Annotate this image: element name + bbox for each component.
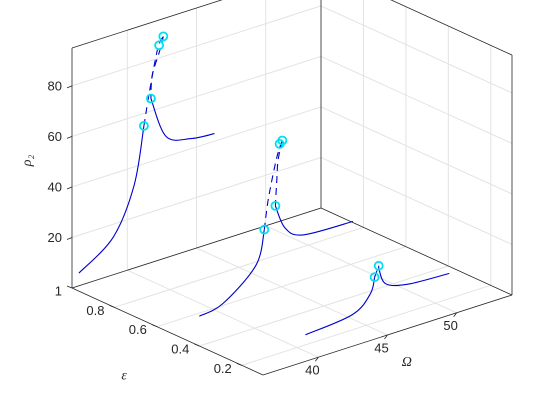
grid-line: [199, 265, 449, 347]
fold-point-marker: [259, 224, 270, 235]
y-tick-label: 0.8: [86, 303, 104, 318]
stable-branch-left: [78, 125, 145, 274]
grid-line: [320, 55, 513, 144]
y-tick: [236, 362, 242, 366]
z-tick-label: 20: [48, 230, 62, 245]
grid-line: [71, 106, 322, 188]
fold-point-marker: [369, 272, 380, 283]
fold-point-marker: [373, 260, 384, 271]
fold-point-marker: [270, 200, 281, 211]
stable-branch-left: [199, 229, 265, 317]
z-tick-label: 40: [48, 179, 62, 194]
y-tick: [66, 285, 73, 289]
fold-point-marker: [154, 40, 165, 51]
y-tick: [109, 304, 115, 308]
z-tick: [66, 237, 73, 240]
z-tick-label: 80: [48, 78, 62, 93]
y-tick-label: 0.4: [171, 341, 189, 356]
stable-branch-left: [305, 277, 376, 336]
z-tick: [66, 186, 73, 190]
y-tick-label: 0.2: [214, 361, 232, 376]
z-tick: [66, 85, 73, 89]
x-tick: [384, 334, 388, 340]
stable-branch-right: [378, 268, 450, 287]
axis-edge: [71, 0, 223, 49]
grid-line: [71, 156, 322, 238]
grid-line: [71, 5, 322, 87]
grid-line: [71, 55, 322, 137]
x-tick-label: 45: [374, 340, 388, 355]
grid-line: [241, 284, 491, 366]
fold-point-marker: [138, 121, 149, 131]
x-tick-label: 50: [443, 318, 457, 333]
grid-line: [114, 226, 364, 308]
grid-line: [265, 225, 457, 314]
y-tick: [151, 324, 158, 328]
grid-layer: [71, 0, 513, 366]
y-tick: [194, 343, 200, 347]
x-axis-label: Ω: [402, 355, 412, 370]
y-axis-label: ε: [121, 369, 127, 384]
z-tick-label: 60: [48, 129, 62, 144]
unstable-branch-left: [263, 140, 283, 230]
y-tick-label: 1: [55, 283, 62, 298]
unstable-branch-right: [150, 36, 164, 99]
stable-branch-right: [274, 205, 354, 236]
fold-point-marker: [158, 31, 169, 42]
axis-edge: [390, 0, 513, 56]
grid-line: [320, 106, 513, 195]
fold-point-marker: [274, 138, 285, 149]
z-tick: [66, 136, 73, 139]
x-tick: [453, 312, 457, 318]
x-tick-label: 40: [305, 363, 319, 378]
stable-branch-right: [150, 98, 215, 141]
z-axis-label: ρ₂: [20, 154, 35, 167]
grid-line: [156, 246, 407, 328]
axes-box: [66, 0, 513, 376]
axis-edge: [320, 207, 513, 296]
label-layer: 40 45 50 1 0.8 0.6 0.4 0.2 20 40 60 80 Ωε ρ₂: [20, 78, 458, 383]
unstable-branch-left: [374, 265, 380, 278]
y-tick-label: 0.6: [129, 322, 147, 337]
grid-line: [320, 5, 513, 94]
x-tick: [315, 356, 319, 362]
axis-edge: [71, 287, 264, 376]
axis-edge: [71, 207, 322, 289]
grid-line: [196, 247, 388, 336]
grid-line: [320, 157, 513, 245]
data-layer: [78, 31, 450, 336]
unstable-branch-right: [274, 140, 283, 206]
fold-point-marker: [145, 93, 156, 104]
grid-line: [127, 269, 319, 358]
